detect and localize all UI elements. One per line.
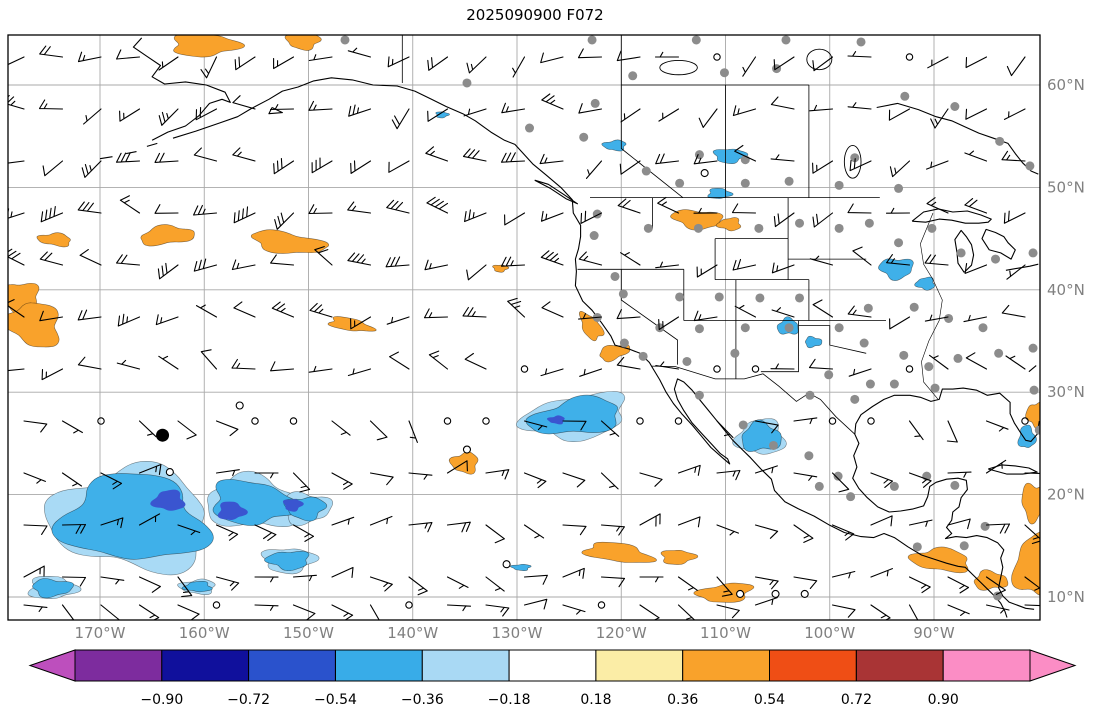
svg-text:140°W: 140°W — [387, 624, 438, 642]
render-root: 170°W 160°W 150°W 140°W 130°W 120°W 110°W 100°W… — [7, 34, 1085, 708]
coastlines — [99, 37, 1040, 618]
state-borders — [401, 35, 886, 435]
svg-text:30°N: 30°N — [1047, 383, 1085, 401]
station-dots — [340, 35, 1040, 601]
longitude-labels: 170°W 160°W 150°W 140°W 130°W 120°W 110°W 100°W… — [75, 624, 955, 642]
calm-markers — [165, 169, 809, 598]
svg-text:−0.36: −0.36 — [401, 692, 444, 708]
svg-text:0.18: 0.18 — [580, 692, 611, 708]
svg-text:0.54: 0.54 — [754, 692, 785, 708]
colorbar — [28, 649, 1077, 682]
svg-text:20°N: 20°N — [1047, 486, 1085, 504]
chart-title: 2025090900 F072 — [466, 6, 603, 24]
anomaly-shading — [8, 35, 1040, 603]
svg-text:100°W: 100°W — [804, 624, 855, 642]
svg-text:−0.54: −0.54 — [314, 692, 357, 708]
svg-text:150°W: 150°W — [283, 624, 334, 642]
svg-text:110°W: 110°W — [700, 624, 751, 642]
colorbar-labels: −0.90 −0.72 −0.54 −0.36 −0.18 0.18 0.36 0.54 0.7… — [140, 692, 958, 708]
svg-text:−0.72: −0.72 — [227, 692, 270, 708]
highlight-marker — [156, 428, 170, 442]
svg-text:160°W: 160°W — [179, 624, 230, 642]
svg-text:0.72: 0.72 — [841, 692, 872, 708]
svg-text:50°N: 50°N — [1047, 178, 1085, 196]
svg-text:10°N: 10°N — [1047, 588, 1085, 606]
map-frame — [7, 34, 1041, 621]
svg-text:0.36: 0.36 — [667, 692, 698, 708]
svg-text:−0.18: −0.18 — [488, 692, 531, 708]
svg-text:60°N: 60°N — [1047, 76, 1085, 94]
latitude-labels: 60°N 50°N 40°N 30°N 20°N 10°N — [1047, 76, 1085, 606]
svg-text:90°W: 90°W — [913, 624, 955, 642]
rivers — [920, 212, 943, 400]
svg-text:40°N: 40°N — [1047, 281, 1085, 299]
svg-text:−0.90: −0.90 — [140, 692, 183, 708]
svg-text:0.90: 0.90 — [928, 692, 959, 708]
svg-text:130°W: 130°W — [492, 624, 543, 642]
wind-barbs — [8, 45, 1040, 620]
svg-text:170°W: 170°W — [75, 624, 126, 642]
svg-text:120°W: 120°W — [596, 624, 647, 642]
lakes — [659, 48, 862, 179]
